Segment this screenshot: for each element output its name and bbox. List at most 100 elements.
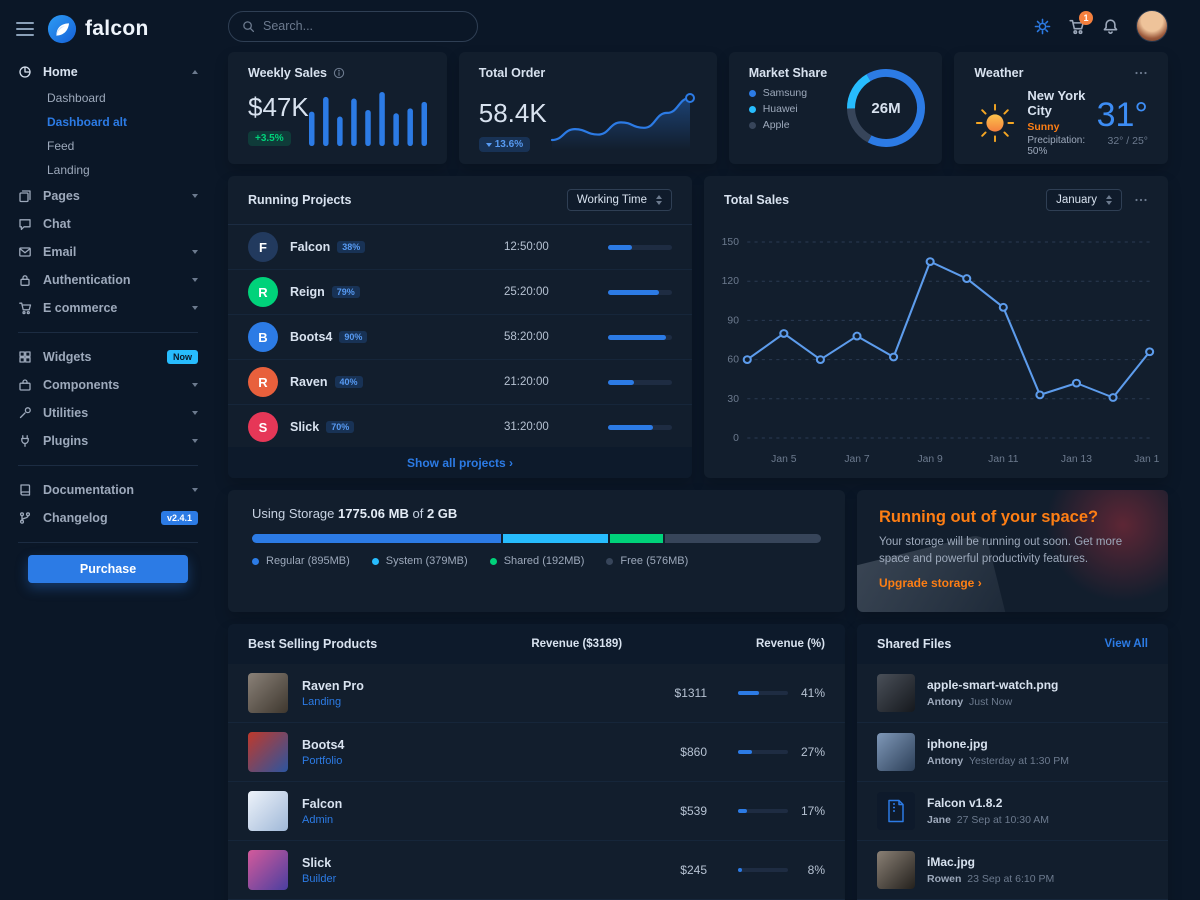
nav-divider [18,332,198,333]
sidebar-item-feed[interactable]: Feed [47,139,75,153]
project-avatar: R [248,277,278,307]
project-row-boots4: B Boots4 90% 58:20:00 [228,315,692,360]
weather-card: Weather [954,52,1168,164]
project-time: 21:20:00 [504,376,549,388]
working-time-select[interactable]: Working Time [566,189,672,211]
product-revenue: $539 [680,804,707,818]
project-name-link[interactable]: Reign 79% [290,285,504,299]
product-category-link[interactable]: Landing [302,695,342,708]
notifications-bell-button[interactable] [1102,18,1119,35]
sun-icon [974,102,1016,144]
sidebar-item-utilities[interactable]: Utilities [0,399,216,427]
upgrade-space-title: Running out of your space? [879,508,1099,526]
user-avatar[interactable] [1136,10,1168,42]
sidebar-item-email[interactable]: Email [0,238,216,266]
product-revenue: $860 [680,745,707,759]
upgrade-storage-link[interactable]: Upgrade storage › [879,576,982,591]
project-name-link[interactable]: Boots4 90% [290,330,504,344]
file-row-imac-jpg[interactable]: iMac.jpg Rowen 23 Sep at 6:10 PM [857,841,1168,900]
book-icon [18,483,33,497]
purchase-button[interactable]: Purchase [28,555,188,583]
cart-button[interactable]: 1 [1068,10,1093,35]
weather-menu-button[interactable] [1134,66,1148,80]
weather-condition: Sunny [1027,121,1060,133]
storage-segment-shared [609,534,664,543]
project-name-link[interactable]: Raven 40% [290,375,504,389]
chevron-down-icon [192,306,198,310]
legend-label: Shared (192MB) [503,555,585,567]
sidebar-item-e-commerce[interactable]: E commerce [0,294,216,322]
show-all-projects-link[interactable]: Show all projects › [406,456,514,470]
file-name-link[interactable]: apple-smart-watch.png [927,678,1059,692]
sidebar-item-documentation[interactable]: Documentation [0,476,216,504]
sidebar-item-widgets[interactable]: Widgets Now [0,343,216,371]
product-thumbnail [248,791,288,831]
search-box[interactable] [228,10,478,42]
search-input[interactable] [263,19,464,33]
file-row-apple-smart-watch-png[interactable]: apple-smart-watch.png Antony Just Now [857,664,1168,723]
projects-list: F Falcon 38% 12:50:00 R Reign 79% 25:20:00 B Boot… [228,225,692,450]
svg-text:0: 0 [733,433,739,444]
plug-icon [18,434,33,448]
sidebar-item-dashboard[interactable]: Dashboard [47,91,106,105]
sidebar-item-label: Components [43,378,120,392]
project-row-falcon: F Falcon 38% 12:50:00 [228,225,692,270]
product-category-link[interactable]: Admin [302,813,334,826]
sidebar-item-plugins[interactable]: Plugins [0,427,216,455]
chevron-down-icon [192,194,198,198]
sidebar-item-landing[interactable]: Landing [47,163,90,177]
file-name-link[interactable]: iMac.jpg [927,855,976,869]
sidebar-item-chat[interactable]: Chat [0,210,216,238]
cart-icon [18,301,33,315]
month-select[interactable]: January [1046,189,1122,211]
product-percent-value: 8% [807,863,825,877]
logo-text: falcon [85,17,149,40]
caret-down-icon [485,142,492,147]
view-all-link[interactable]: View All [1104,638,1148,650]
file-row-iphone-jpg[interactable]: iphone.jpg Antony Yesterday at 1:30 PM [857,723,1168,782]
storage-row: Using Storage 1775.06 MB of 2 GB Regular… [228,490,1168,612]
legend-dot [748,105,756,113]
file-name-link[interactable]: Falcon v1.8.2 [927,796,1003,810]
file-name-link[interactable]: iphone.jpg [927,737,988,751]
project-name-link[interactable]: Slick 70% [290,420,504,434]
sidebar-item-label: E commerce [43,301,118,315]
sidebar-item-changelog[interactable]: Changelog v2.4.1 [0,504,216,532]
sidebar-item-home[interactable]: Home [0,58,216,86]
falcon-logo[interactable]: falcon [47,14,149,44]
stats-row: Weekly Sales $47K +3.5% Total Order [228,52,1168,164]
product-category-link[interactable]: Builder [302,872,337,885]
file-meta: Jane 27 Sep at 10:30 AM [927,814,1049,826]
settings-gear-button[interactable] [1034,18,1051,35]
product-percent-bar [738,868,788,872]
project-name-link[interactable]: Falcon 38% [290,240,504,254]
svg-text:30: 30 [727,394,739,405]
project-time: 58:20:00 [504,331,549,343]
project-progress-fill [608,289,659,295]
file-row-falcon-v1-8-2[interactable]: Falcon v1.8.2 Jane 27 Sep at 10:30 AM [857,782,1168,841]
svg-text:Jan 9: Jan 9 [917,454,943,465]
sidebar-item-authentication[interactable]: Authentication [0,266,216,294]
sidebar-item-components[interactable]: Components [0,371,216,399]
svg-text:26M: 26M [872,100,901,117]
project-time: 31:20:00 [504,421,549,433]
product-name: Slick [302,855,332,870]
sidebar-item-dashboard-alt[interactable]: Dashboard alt [47,115,128,129]
file-meta: Antony Yesterday at 1:30 PM [927,755,1069,767]
product-info: Boots4 Portfolio [302,738,599,767]
email-icon [18,245,33,259]
sidebar-item-label: Changelog [43,511,108,525]
sidebar-item-pages[interactable]: Pages [0,182,216,210]
shared-files-card: Shared Files View All apple-smart-watch.… [857,624,1168,900]
products-list: Raven Pro Landing $1311 41% Boots4 Portfolio $… [228,664,845,900]
svg-text:Jan 11: Jan 11 [988,454,1019,465]
project-progress-bar [608,424,672,430]
weather-temperature: 31° [1096,96,1148,134]
chevron-down-icon [192,278,198,282]
product-percent-bar [738,691,788,695]
legend-label: Huawei [762,103,798,115]
product-category-link[interactable]: Portfolio [302,754,343,767]
total-sales-menu-button[interactable] [1134,193,1148,207]
menu-toggle-button[interactable] [16,22,34,36]
info-icon[interactable] [333,67,345,79]
